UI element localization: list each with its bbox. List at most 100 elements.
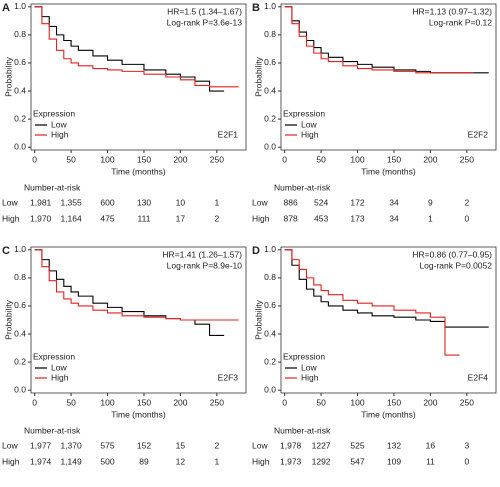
risk-table-title: Number-at-risk	[274, 425, 331, 435]
risk-count: 575	[100, 440, 114, 450]
x-tick-label: 250	[210, 154, 224, 164]
x-tick-label: 0	[282, 154, 287, 164]
annotation: HR=0.86 (0.77–0.95)	[412, 249, 492, 259]
risk-count: 475	[100, 213, 114, 223]
x-tick-label: 150	[137, 397, 151, 407]
legend-label: Low	[51, 362, 67, 372]
risk-count: 1,973	[280, 456, 302, 466]
x-axis-label: Time (months)	[111, 409, 166, 419]
x-tick-label: 0	[282, 397, 287, 407]
risk-count: 34	[389, 197, 399, 207]
risk-row-label: Low	[252, 440, 268, 450]
risk-count: 0	[464, 456, 469, 466]
legend-title: Expression	[283, 351, 325, 361]
x-tick-label: 200	[173, 154, 187, 164]
risk-row-label: Low	[2, 440, 18, 450]
risk-count: 1	[428, 213, 433, 223]
risk-count: 524	[314, 197, 328, 207]
risk-count: 152	[137, 440, 151, 450]
x-tick-label: 250	[460, 154, 474, 164]
y-tick-label: 1.0	[14, 244, 26, 254]
x-tick-label: 0	[32, 397, 37, 407]
annotation: Log-rank P=0.0052	[419, 260, 492, 270]
x-tick-label: 50	[316, 154, 326, 164]
survival-curve	[34, 249, 239, 321]
y-tick-label: 0.8	[264, 29, 276, 39]
risk-count: 12	[176, 456, 186, 466]
x-tick-label: 250	[460, 397, 474, 407]
annotation: Log-rank P=3.6e-13	[167, 17, 243, 27]
risk-count: 1,974	[30, 456, 52, 466]
y-tick-label: 0.4	[14, 85, 26, 95]
y-tick-label: 0.6	[264, 300, 276, 310]
risk-row-label: Low	[2, 197, 18, 207]
survival-curve	[34, 6, 225, 92]
x-tick-label: 250	[210, 397, 224, 407]
annotation: HR=1.13 (0.97–1.32)	[412, 6, 492, 16]
risk-count: 547	[350, 456, 364, 466]
risk-count: 10	[176, 197, 186, 207]
x-tick-label: 100	[350, 397, 364, 407]
y-tick-label: 0.4	[14, 328, 26, 338]
x-tick-label: 100	[100, 154, 114, 164]
annotation: Log-rank P=8.9e-10	[167, 260, 243, 270]
risk-count: 525	[350, 440, 364, 450]
gene-label: E2F1	[218, 129, 239, 139]
y-tick-label: 0.0	[14, 384, 26, 394]
y-axis-label: Probability	[253, 56, 263, 96]
y-tick-label: 0.6	[264, 57, 276, 67]
risk-count: 1,149	[60, 456, 82, 466]
risk-count: 0	[464, 213, 469, 223]
risk-table-title: Number-at-risk	[24, 182, 81, 192]
y-tick-label: 0.6	[14, 57, 26, 67]
legend-label: Low	[51, 119, 67, 129]
risk-count: 1227	[312, 440, 331, 450]
y-tick-label: 0.8	[14, 272, 26, 282]
legend-label: High	[51, 372, 69, 382]
x-tick-label: 100	[100, 397, 114, 407]
y-axis-label: Probability	[3, 56, 13, 96]
risk-count: 15	[176, 440, 186, 450]
plot-frame	[280, 3, 497, 151]
x-tick-label: 200	[173, 397, 187, 407]
x-axis-label: Time (months)	[111, 166, 166, 176]
risk-table-title: Number-at-risk	[274, 182, 331, 192]
risk-count: 1	[214, 456, 219, 466]
plot-frame	[30, 246, 247, 394]
risk-row-label: High	[2, 213, 20, 223]
risk-count: 132	[387, 440, 401, 450]
risk-count: 1	[214, 197, 219, 207]
risk-count: 34	[389, 213, 399, 223]
y-tick-label: 0.2	[264, 113, 276, 123]
risk-count: 1,370	[60, 440, 82, 450]
plot-frame	[280, 246, 497, 394]
x-tick-label: 50	[316, 397, 326, 407]
risk-row-label: Low	[252, 197, 268, 207]
x-tick-label: 150	[387, 154, 401, 164]
risk-count: 500	[100, 456, 114, 466]
risk-count: 109	[387, 456, 401, 466]
risk-count: 878	[284, 213, 298, 223]
risk-count: 1,981	[30, 197, 52, 207]
y-tick-label: 0.0	[264, 384, 276, 394]
x-tick-label: 200	[423, 397, 437, 407]
risk-count: 600	[100, 197, 114, 207]
survival-curve	[284, 249, 460, 356]
y-tick-label: 0.0	[264, 141, 276, 151]
risk-count: 1,978	[280, 440, 302, 450]
y-tick-label: 0.4	[264, 328, 276, 338]
y-tick-label: 0.2	[264, 356, 276, 366]
risk-row-label: High	[2, 456, 20, 466]
y-tick-label: 0.0	[14, 141, 26, 151]
legend-label: High	[301, 372, 319, 382]
panel-letter: D	[252, 245, 260, 257]
y-axis-label: Probability	[3, 299, 13, 339]
y-tick-label: 0.8	[14, 29, 26, 39]
survival-curve	[284, 249, 489, 328]
panel-letter: B	[252, 2, 260, 14]
x-tick-label: 0	[32, 154, 37, 164]
y-tick-label: 0.2	[14, 356, 26, 366]
risk-count: 886	[284, 197, 298, 207]
gene-label: E2F3	[218, 372, 239, 382]
